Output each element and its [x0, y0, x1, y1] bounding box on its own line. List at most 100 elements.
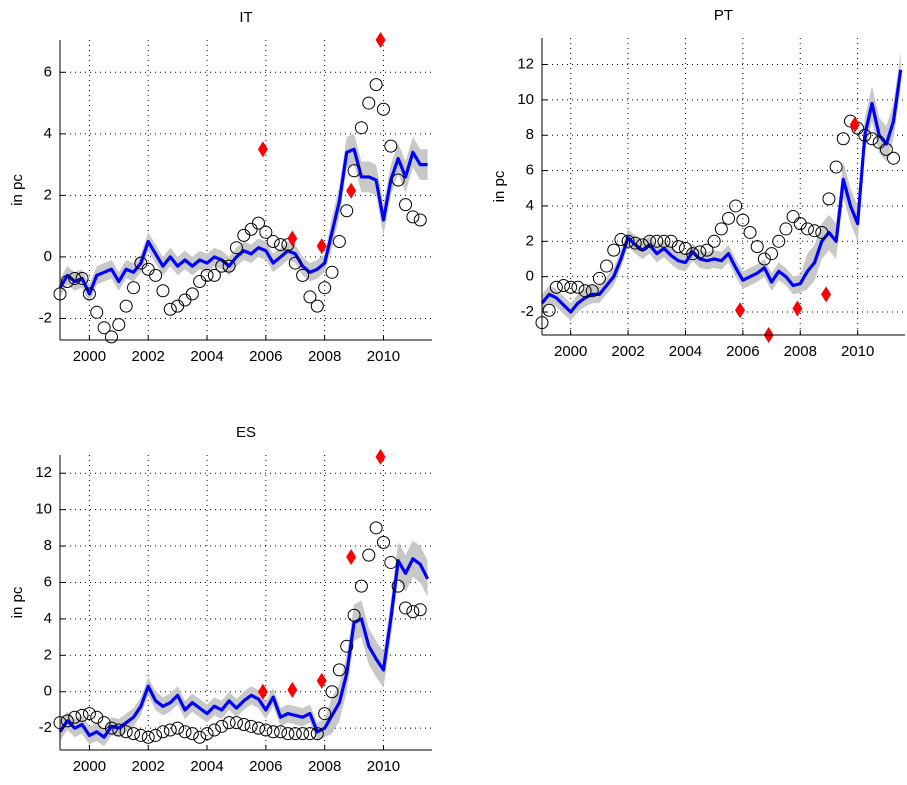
- point: [163, 723, 177, 737]
- point: [822, 192, 836, 206]
- marker: [849, 116, 860, 133]
- point: [185, 727, 199, 741]
- point: [90, 305, 104, 319]
- point: [750, 240, 764, 254]
- point: [376, 102, 390, 116]
- point: [686, 247, 700, 261]
- point: [75, 708, 89, 722]
- point: [542, 303, 556, 317]
- point: [406, 210, 420, 224]
- x-tick-label: 2000: [73, 758, 106, 775]
- x-tick-label: 2004: [190, 758, 223, 775]
- y-tick-label: 8: [44, 537, 52, 554]
- marker: [287, 681, 298, 698]
- point: [296, 727, 310, 741]
- point: [274, 238, 288, 252]
- point: [650, 234, 664, 248]
- point: [251, 721, 265, 735]
- point: [266, 725, 280, 739]
- point: [571, 280, 585, 294]
- point: [340, 639, 354, 653]
- point: [564, 280, 578, 294]
- point: [714, 222, 728, 236]
- chart-title: ES: [236, 424, 256, 441]
- point: [296, 268, 310, 282]
- point: [200, 268, 214, 282]
- point: [222, 716, 236, 730]
- y-tick-label: 4: [44, 610, 52, 627]
- y-axis-label: in pc: [491, 170, 508, 202]
- point: [332, 235, 346, 249]
- point: [362, 548, 376, 562]
- marker: [257, 141, 268, 158]
- point: [163, 302, 177, 316]
- point: [274, 725, 288, 739]
- y-tick-label: 6: [44, 573, 52, 590]
- point: [112, 318, 126, 332]
- x-tick-label: 2006: [726, 343, 759, 360]
- point: [119, 299, 133, 313]
- marker: [792, 300, 803, 317]
- x-tick-label: 2010: [367, 758, 400, 775]
- point: [671, 240, 685, 254]
- point: [185, 287, 199, 301]
- x-tick-label: 2002: [611, 343, 644, 360]
- point: [104, 330, 118, 344]
- marker: [316, 238, 327, 255]
- y-tick-label: 8: [526, 126, 534, 143]
- point: [657, 234, 671, 248]
- marker: [821, 286, 832, 303]
- point: [244, 222, 258, 236]
- y-tick-label: 4: [44, 125, 52, 142]
- point: [635, 238, 649, 252]
- point: [865, 132, 879, 146]
- point: [318, 707, 332, 721]
- subplot: 2000 2002 2004 2006 2008 2010 -2 0 2 4 6 IT in pc: [9, 9, 432, 365]
- point: [879, 142, 893, 156]
- point: [134, 728, 148, 742]
- confidence-band: [542, 52, 901, 321]
- point: [325, 685, 339, 699]
- point: [347, 608, 361, 622]
- y-tick-label: 2: [526, 232, 534, 249]
- point: [171, 299, 185, 313]
- point: [808, 224, 822, 238]
- y-tick-label: 12: [35, 464, 52, 481]
- point: [399, 601, 413, 615]
- line: [540, 69, 903, 314]
- point: [678, 241, 692, 255]
- point: [127, 727, 141, 741]
- y-tick-label: 10: [35, 501, 52, 518]
- point: [149, 728, 163, 742]
- y-axis-label: in pc: [9, 174, 26, 206]
- point: [413, 213, 427, 227]
- point: [222, 259, 236, 273]
- chart-title: PT: [714, 7, 733, 24]
- point: [354, 579, 368, 593]
- point: [149, 268, 163, 282]
- subplot: 2000 2002 2004 2006 2008 2010 -2 0 2 4 6 8 10 12 PT in …: [491, 7, 905, 360]
- y-tick-label: 10: [517, 91, 534, 108]
- point: [858, 128, 872, 142]
- point: [281, 727, 295, 741]
- point: [872, 135, 886, 149]
- x-tick-label: 2004: [669, 343, 702, 360]
- point: [215, 259, 229, 273]
- point: [82, 287, 96, 301]
- point: [178, 293, 192, 307]
- point: [288, 256, 302, 270]
- point: [614, 233, 628, 247]
- point: [156, 725, 170, 739]
- point: [369, 521, 383, 535]
- point: [549, 280, 563, 294]
- point: [237, 718, 251, 732]
- point: [362, 96, 376, 110]
- point: [82, 707, 96, 721]
- y-tick-label: 0: [44, 683, 52, 700]
- point: [391, 579, 405, 593]
- point: [700, 243, 714, 257]
- point: [413, 603, 427, 617]
- point: [318, 281, 332, 295]
- marker: [287, 230, 298, 247]
